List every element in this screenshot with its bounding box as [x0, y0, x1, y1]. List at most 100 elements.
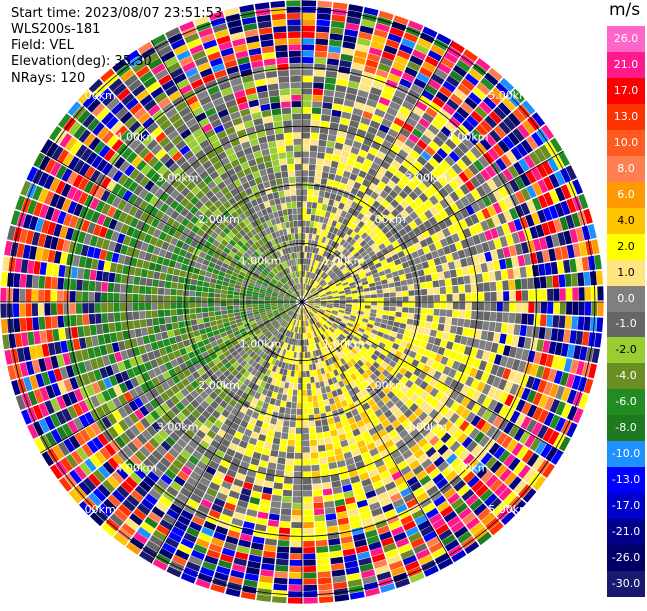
velocity-gate	[343, 286, 351, 291]
velocity-gate	[258, 358, 265, 365]
velocity-gate	[393, 232, 402, 240]
velocity-gate	[88, 314, 96, 325]
velocity-gate	[313, 343, 318, 351]
velocity-gate	[455, 352, 464, 362]
velocity-gate	[107, 426, 119, 439]
velocity-gate	[442, 227, 451, 238]
velocity-gate	[355, 316, 363, 321]
velocity-gate	[297, 396, 302, 403]
velocity-gate	[388, 315, 395, 322]
velocity-gate	[154, 263, 162, 272]
velocity-gate	[119, 293, 126, 302]
velocity-gate	[499, 236, 508, 248]
velocity-gate	[200, 498, 213, 509]
velocity-gate	[294, 459, 302, 466]
velocity-gate	[334, 382, 341, 390]
velocity-gate	[368, 47, 383, 57]
velocity-gate	[338, 466, 348, 474]
velocity-gate	[379, 497, 392, 507]
velocity-gate	[365, 385, 373, 393]
velocity-gate	[295, 313, 299, 320]
velocity-gate	[460, 258, 468, 268]
velocity-gate	[589, 271, 597, 286]
velocity-gate	[128, 412, 140, 424]
velocity-gate	[326, 295, 333, 298]
velocity-gate	[321, 418, 329, 426]
velocity-gate	[325, 77, 337, 85]
velocity-gate	[416, 72, 430, 84]
velocity-gate	[419, 340, 428, 349]
velocity-gate	[302, 283, 304, 290]
velocity-gate	[305, 292, 310, 298]
velocity-gate	[303, 264, 306, 271]
velocity-gate	[361, 224, 369, 232]
velocity-gate	[320, 305, 327, 307]
velocity-gate	[336, 367, 343, 375]
velocity-gate	[255, 340, 262, 347]
velocity-gate	[370, 547, 384, 557]
velocity-gate	[146, 278, 153, 287]
velocity-gate	[468, 163, 480, 176]
velocity-gate	[561, 387, 571, 402]
velocity-gate	[302, 19, 316, 26]
velocity-gate	[395, 286, 402, 292]
velocity-gate	[577, 316, 585, 331]
velocity-gate	[542, 249, 550, 263]
velocity-gate	[375, 335, 383, 342]
velocity-gate	[350, 187, 359, 196]
velocity-gate	[373, 209, 382, 218]
velocity-gate	[501, 323, 509, 334]
velocity-gate	[374, 377, 382, 386]
velocity-gate	[310, 126, 320, 133]
velocity-gate	[371, 418, 381, 427]
velocity-gate	[350, 373, 358, 381]
velocity-gate	[338, 433, 347, 442]
velocity-gate	[342, 226, 350, 234]
velocity-gate	[454, 502, 468, 515]
velocity-gate	[506, 93, 521, 108]
velocity-gate	[367, 53, 381, 63]
velocity-gate	[367, 336, 375, 343]
velocity-gate	[312, 483, 322, 490]
velocity-gate	[134, 328, 142, 338]
velocity-gate	[554, 187, 566, 202]
velocity-gate	[314, 299, 321, 301]
velocity-gate	[304, 345, 308, 352]
velocity-gate	[237, 425, 246, 434]
velocity-gate	[312, 273, 316, 280]
velocity-gate	[286, 323, 291, 330]
velocity-gate	[368, 468, 379, 478]
velocity-gate	[526, 452, 540, 467]
velocity-gate	[170, 295, 177, 302]
velocity-gate	[341, 331, 348, 338]
velocity-gate	[373, 513, 386, 523]
velocity-gate	[252, 484, 263, 493]
velocity-gate	[401, 175, 411, 185]
velocity-gate	[303, 290, 305, 296]
velocity-gate	[362, 110, 373, 120]
velocity-gate	[285, 330, 290, 337]
velocity-gate	[473, 159, 485, 172]
velocity-gate	[292, 358, 297, 365]
velocity-gate	[318, 374, 324, 382]
velocity-gate	[358, 149, 368, 158]
velocity-gate	[387, 414, 397, 424]
velocity-gate	[225, 448, 236, 457]
velocity-gate	[359, 445, 369, 454]
velocity-gate	[363, 343, 371, 350]
velocity-gate	[307, 351, 311, 358]
velocity-gate	[338, 290, 345, 294]
velocity-gate	[422, 480, 435, 491]
velocity-gate	[221, 357, 229, 366]
velocity-gate	[203, 450, 214, 460]
velocity-gate	[360, 19, 376, 29]
velocity-gate	[493, 389, 503, 401]
velocity-gate	[465, 302, 472, 310]
velocity-gate	[374, 186, 383, 195]
velocity-gate	[413, 407, 424, 417]
velocity-gate	[317, 222, 323, 229]
velocity-gate	[201, 410, 211, 419]
velocity-gate	[261, 360, 268, 367]
velocity-gate	[343, 284, 350, 289]
velocity-gate	[322, 425, 330, 432]
